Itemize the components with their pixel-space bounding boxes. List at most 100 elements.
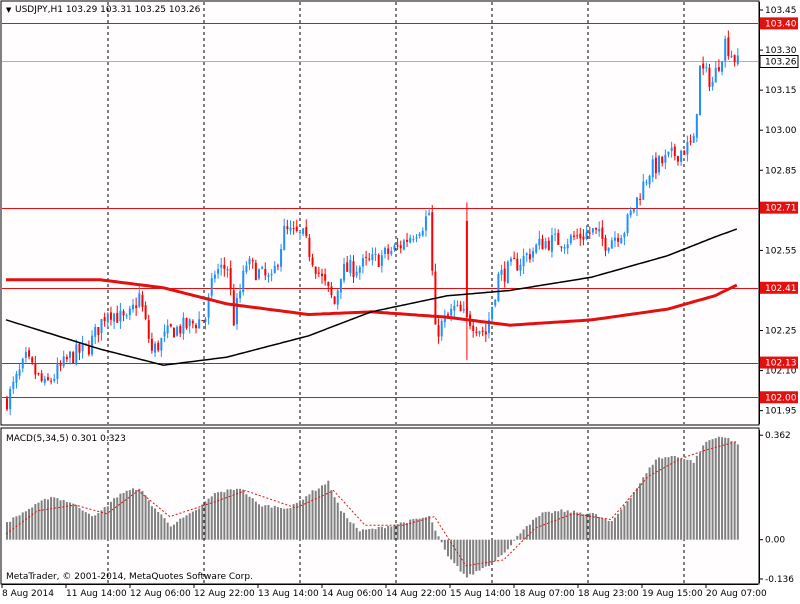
macd-bar bbox=[292, 504, 295, 540]
candle-body bbox=[169, 323, 172, 327]
candle-body bbox=[686, 142, 689, 155]
candle-body bbox=[220, 264, 223, 268]
time-axis[interactable]: 8 Aug 2014 11 Aug 14:00 12 Aug 06:00 12 Aug… bbox=[1, 584, 767, 599]
candle-body bbox=[519, 264, 522, 271]
candle-body bbox=[305, 227, 308, 236]
macd-bar bbox=[37, 502, 40, 540]
macd-bar bbox=[213, 493, 216, 540]
macd-bar bbox=[453, 539, 456, 564]
candle-body bbox=[484, 331, 487, 335]
candle-body bbox=[585, 232, 588, 239]
candle-body bbox=[232, 290, 235, 326]
macd-bar bbox=[503, 539, 506, 553]
candle-body bbox=[12, 381, 15, 389]
candle-body bbox=[651, 159, 654, 178]
candle-body bbox=[676, 155, 679, 162]
macd-bar bbox=[160, 514, 163, 540]
level-price-tag[interactable] bbox=[760, 391, 798, 404]
macd-bar bbox=[182, 517, 185, 540]
candle-body bbox=[113, 313, 116, 322]
level-price-tag[interactable] bbox=[760, 356, 798, 369]
candle-body bbox=[384, 248, 386, 254]
macd-bar bbox=[65, 501, 68, 540]
macd-bar bbox=[157, 511, 160, 540]
candle-body bbox=[418, 234, 421, 236]
level-price-tag[interactable] bbox=[760, 17, 798, 30]
candle-body bbox=[176, 326, 179, 336]
candle-body bbox=[421, 230, 424, 236]
macd-bar bbox=[406, 523, 409, 540]
macd-bar bbox=[251, 498, 254, 540]
candle-body bbox=[705, 67, 708, 69]
candle-body bbox=[358, 267, 361, 273]
candle-body bbox=[374, 253, 377, 255]
candle-body bbox=[132, 304, 134, 310]
candle-body bbox=[680, 150, 683, 162]
macd-bar bbox=[223, 492, 226, 540]
candle-body bbox=[629, 210, 632, 216]
macd-bar bbox=[311, 490, 314, 540]
candle-body bbox=[702, 63, 705, 69]
macd-bar bbox=[626, 501, 629, 540]
candle-body bbox=[138, 293, 141, 307]
candle-body bbox=[396, 245, 399, 247]
macd-bar bbox=[510, 539, 512, 546]
macd-bar bbox=[692, 462, 695, 540]
level-price-label: 102.41 bbox=[765, 284, 797, 294]
macd-bar bbox=[97, 513, 100, 540]
macd-bar bbox=[18, 515, 21, 540]
macd-bar bbox=[72, 503, 75, 540]
candle-body bbox=[201, 320, 204, 322]
candle-body bbox=[475, 331, 478, 333]
x-tick-label: 14 Aug 06:00 bbox=[322, 589, 383, 599]
macd-bar bbox=[59, 500, 62, 540]
candle-body bbox=[478, 331, 481, 334]
macd-bar bbox=[24, 511, 27, 540]
candle-body bbox=[144, 305, 147, 319]
macd-bar bbox=[321, 485, 323, 540]
macd-bar bbox=[481, 539, 484, 569]
candle-body bbox=[160, 338, 163, 351]
x-tick-label: 15 Aug 14:00 bbox=[450, 589, 511, 599]
candle-body bbox=[264, 269, 267, 276]
candle-body bbox=[276, 265, 279, 267]
candle-body bbox=[736, 55, 739, 64]
candle-body bbox=[708, 67, 711, 87]
macd-bar bbox=[714, 438, 717, 540]
macd-tick-label: -0.136 bbox=[765, 575, 794, 585]
candle-body bbox=[535, 244, 538, 253]
candle-body bbox=[283, 225, 286, 251]
candle-body bbox=[43, 378, 46, 383]
candle-body bbox=[135, 305, 138, 309]
macd-bar bbox=[598, 516, 601, 540]
candle-body bbox=[24, 351, 27, 358]
horizontal-levels[interactable] bbox=[2, 23, 758, 398]
macd-bar bbox=[163, 518, 166, 540]
macd-bar bbox=[563, 511, 566, 540]
candle-body bbox=[62, 356, 65, 367]
candle-body bbox=[195, 325, 197, 329]
candle-body bbox=[645, 182, 648, 184]
price-panel[interactable] bbox=[0, 0, 760, 426]
macd-bar bbox=[582, 514, 585, 540]
candle-body bbox=[254, 262, 257, 281]
macd-bar bbox=[676, 457, 679, 540]
macd-bar bbox=[632, 492, 635, 540]
candle-body bbox=[191, 320, 194, 324]
macd-bar bbox=[229, 489, 232, 540]
x-tick-label: 20 Aug 07:00 bbox=[706, 589, 767, 599]
candle-body bbox=[365, 256, 368, 258]
macd-bar bbox=[639, 483, 642, 540]
macd-bar bbox=[620, 509, 623, 540]
macd-bar bbox=[138, 488, 141, 540]
chart-menu-icon[interactable]: ▼ bbox=[6, 6, 12, 14]
level-price-tag[interactable] bbox=[760, 201, 798, 214]
candle-body bbox=[573, 235, 575, 237]
macd-bar bbox=[56, 498, 59, 540]
candle-body bbox=[563, 247, 566, 249]
price-axis[interactable]: 103.45103.30103.15103.00102.85102.70102.… bbox=[759, 2, 799, 585]
macd-bar bbox=[125, 490, 128, 540]
level-price-tag[interactable] bbox=[760, 281, 798, 294]
